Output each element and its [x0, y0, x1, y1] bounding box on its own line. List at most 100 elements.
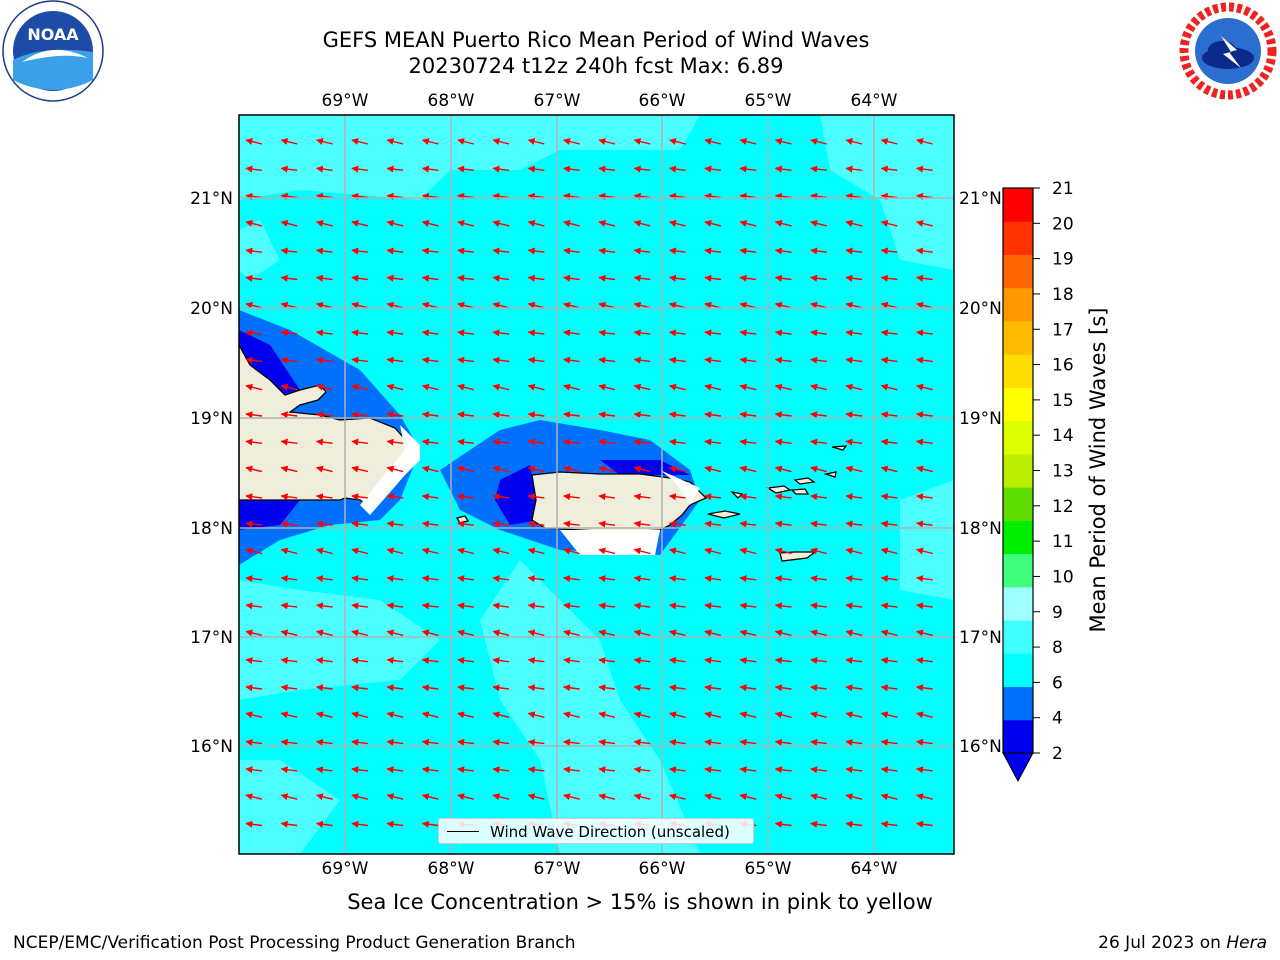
- wind-wave-arrow: [845, 438, 863, 446]
- wind-wave-arrow: [492, 165, 510, 173]
- wind-wave-arrow: [880, 383, 898, 391]
- wind-wave-arrow: [351, 820, 368, 828]
- wind-wave-arrow: [845, 220, 863, 227]
- wind-wave-arrow: [386, 657, 404, 664]
- wind-wave-arrow: [845, 793, 863, 801]
- wind-wave-arrow: [492, 274, 510, 282]
- wind-wave-arrow: [245, 301, 263, 309]
- wind-wave-arrow: [704, 793, 722, 801]
- wind-wave-arrow: [245, 520, 263, 528]
- wind-wave-arrow: [457, 329, 474, 337]
- wind-wave-arrow: [739, 657, 757, 664]
- wind-wave-arrow: [563, 383, 580, 391]
- wind-wave-arrow: [739, 738, 757, 746]
- wind-wave-arrow: [527, 520, 545, 528]
- wind-wave-arrow: [351, 329, 368, 337]
- wind-wave-arrow: [492, 356, 510, 364]
- wind-wave-arrow: [739, 301, 757, 309]
- wind-wave-arrow: [351, 465, 369, 473]
- wind-wave-arrow: [633, 165, 651, 173]
- wind-wave-arrow: [810, 493, 827, 501]
- wind-wave-arrow: [386, 411, 404, 419]
- lat-label: 19°N: [190, 409, 233, 429]
- wind-wave-arrow: [810, 165, 827, 173]
- wind-wave-arrow: [527, 657, 545, 664]
- wind-wave-arrow: [739, 138, 757, 145]
- wind-wave-arrow: [704, 274, 721, 282]
- chart-subtitle: 20230724 t12z 240h fcst Max: 6.89: [408, 54, 784, 78]
- wind-wave-arrow: [668, 465, 686, 473]
- wind-wave-arrow: [598, 793, 616, 801]
- wind-wave-arrow: [704, 629, 722, 637]
- wind-wave-arrow: [845, 520, 863, 528]
- wind-wave-arrow: [704, 766, 721, 774]
- wind-wave-arrow: [633, 383, 651, 391]
- gridlines: [239, 115, 954, 854]
- wind-wave-arrow: [386, 329, 404, 337]
- anegada-island: [831, 445, 848, 451]
- wind-wave-arrow: [527, 438, 545, 446]
- colorbar-tick-label: 4: [1052, 709, 1063, 729]
- wind-wave-arrow: [668, 274, 686, 282]
- wind-wave-arrow: [280, 411, 298, 419]
- wind-wave-arrow: [598, 575, 616, 583]
- wind-wave-arrow: [739, 793, 757, 801]
- lat-label: 17°N: [190, 628, 233, 648]
- wind-wave-arrow: [598, 411, 616, 419]
- wind-wave-arrow: [386, 274, 404, 282]
- nws-logo: [1178, 1, 1278, 101]
- wind-wave-arrow: [810, 356, 827, 364]
- wind-wave-arrow: [704, 738, 721, 746]
- wind-wave-arrow: [633, 356, 651, 364]
- wind-wave-arrow: [280, 766, 298, 774]
- wind-wave-arrow: [633, 274, 651, 282]
- wind-wave-arrow: [245, 820, 263, 828]
- wind-wave-arrow: [739, 684, 757, 692]
- wind-wave-arrow: [880, 138, 898, 145]
- wind-wave-arrow: [315, 820, 333, 828]
- wind-wave-arrow: [633, 738, 651, 746]
- wind-wave-arrow: [704, 247, 721, 255]
- wind-wave-arrow: [527, 465, 545, 473]
- wind-wave-arrow: [457, 575, 474, 583]
- wind-wave-arrow: [245, 220, 263, 227]
- wind-wave-arrow: [810, 138, 827, 145]
- wind-wave-arrow: [704, 356, 721, 364]
- wind-wave-arrow: [633, 301, 651, 309]
- wind-wave-arrow: [315, 766, 333, 774]
- wind-wave-arrow: [492, 684, 510, 692]
- wind-wave-arrow: [880, 356, 898, 364]
- lon-label: 64°W: [851, 859, 898, 879]
- wind-wave-arrow: [916, 766, 933, 774]
- colorbar-cell: [1003, 420, 1033, 455]
- wind-wave-arrow: [527, 329, 545, 337]
- wind-wave-arrow: [668, 220, 686, 227]
- wind-wave-arrow: [916, 820, 933, 828]
- wind-wave-arrow: [845, 820, 863, 828]
- wind-wave-arrow: [880, 520, 898, 528]
- wind-wave-arrow: [880, 820, 898, 828]
- wind-wave-arrow: [880, 220, 898, 227]
- wind-wave-arrow: [810, 629, 827, 637]
- wind-wave-arrow: [280, 657, 298, 664]
- wind-wave-arrow: [774, 247, 792, 255]
- wind-wave-arrow: [351, 493, 368, 501]
- wind-wave-arrow: [916, 329, 933, 337]
- wind-wave-arrow: [386, 165, 404, 173]
- wind-wave-arrow: [315, 356, 333, 364]
- colorbar-cell: [1003, 387, 1033, 422]
- wind-wave-arrow: [739, 493, 757, 501]
- wind-wave-arrow: [492, 411, 510, 419]
- wind-wave-arrow: [739, 247, 757, 255]
- wind-wave-arrow: [774, 684, 792, 692]
- wind-wave-arrow: [633, 520, 651, 528]
- wind-wave-arrow: [668, 602, 686, 610]
- colorbar-tick-label: 19: [1052, 250, 1074, 270]
- lon-label: 69°W: [322, 859, 369, 879]
- wind-wave-arrow: [492, 247, 510, 255]
- wind-wave-arrow: [315, 629, 333, 637]
- wind-wave-arrow: [492, 602, 510, 610]
- wind-wave-arrow: [280, 356, 298, 364]
